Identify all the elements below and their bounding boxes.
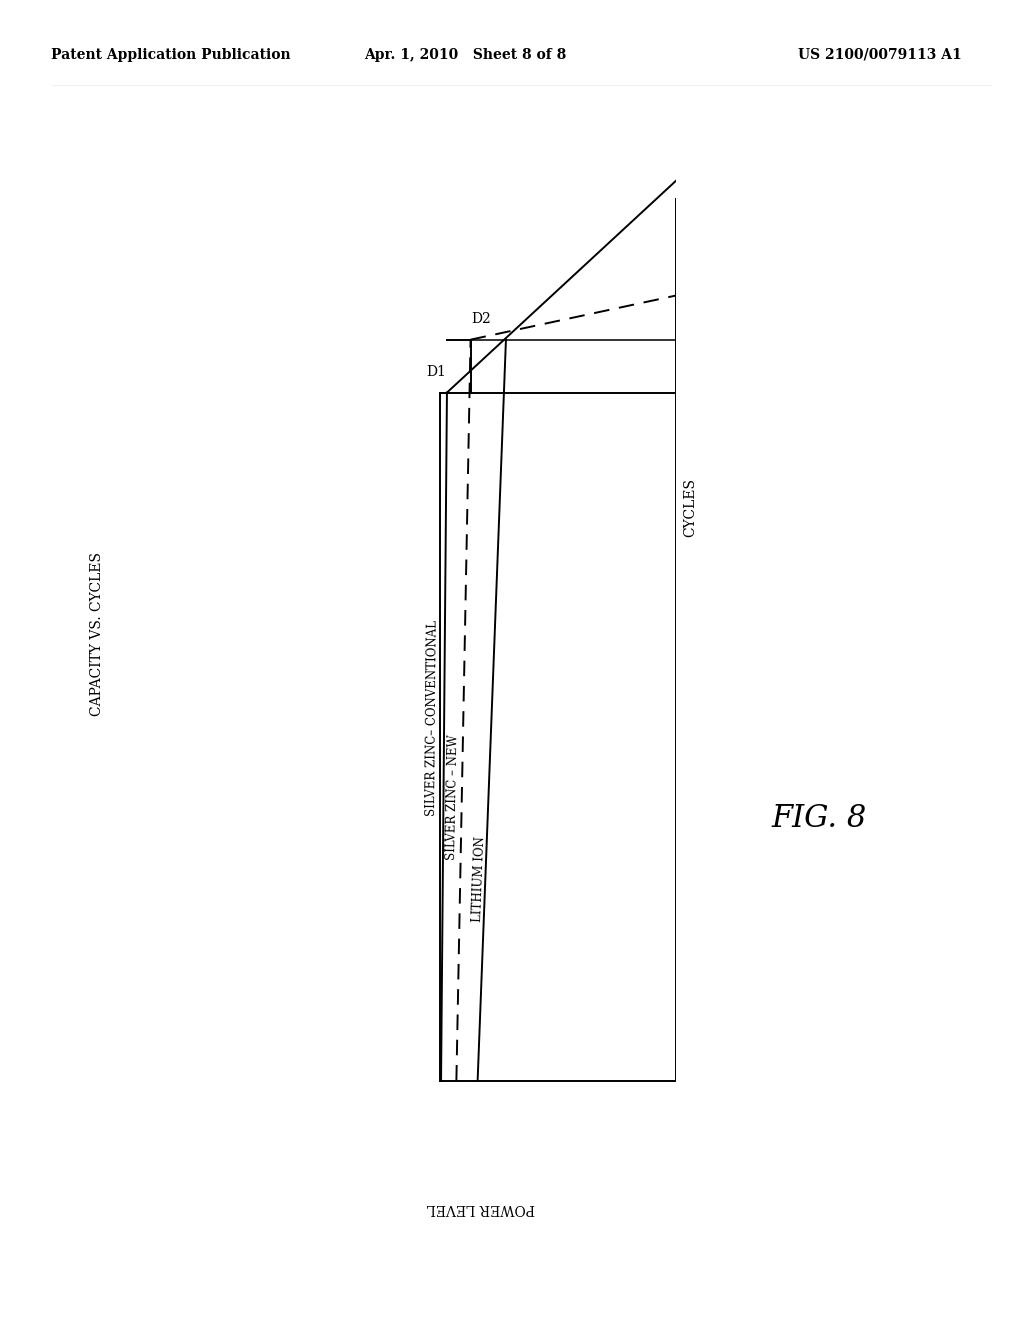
Text: US 2100/0079113 A1: US 2100/0079113 A1 xyxy=(799,48,963,62)
Text: CAPACITY VS. CYCLES: CAPACITY VS. CYCLES xyxy=(90,552,104,715)
Text: FIG. 8: FIG. 8 xyxy=(771,803,867,834)
Text: D2: D2 xyxy=(472,313,492,326)
Text: SILVER ZINC– CONVENTIONAL: SILVER ZINC– CONVENTIONAL xyxy=(425,620,440,816)
Text: D1: D1 xyxy=(426,366,445,379)
Text: CYCLES: CYCLES xyxy=(683,478,697,537)
Text: Patent Application Publication: Patent Application Publication xyxy=(51,48,291,62)
Text: SILVER ZINC – NEW: SILVER ZINC – NEW xyxy=(444,734,460,861)
Text: Apr. 1, 2010   Sheet 8 of 8: Apr. 1, 2010 Sheet 8 of 8 xyxy=(365,48,567,62)
Text: POWER LEVEL: POWER LEVEL xyxy=(427,1201,536,1214)
Text: LITHIUM ION: LITHIUM ION xyxy=(471,836,486,921)
